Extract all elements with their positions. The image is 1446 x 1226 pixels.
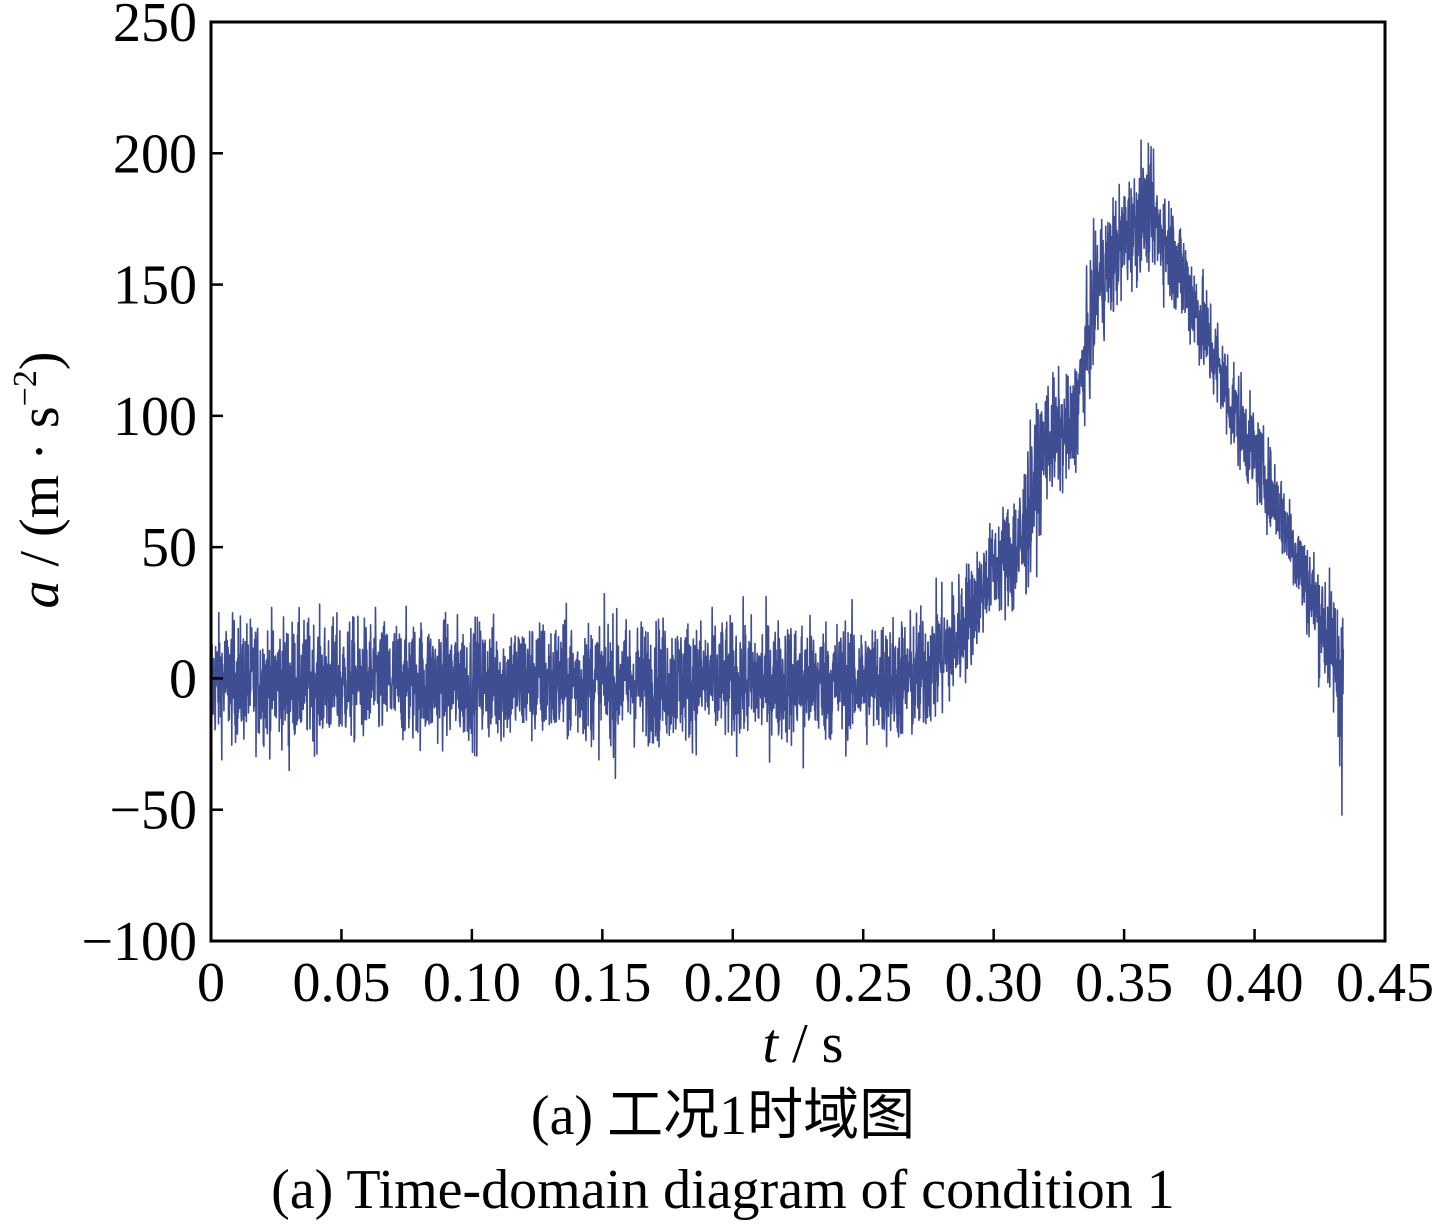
y-tick-label: 150 bbox=[113, 255, 197, 317]
y-tick-label: −100 bbox=[81, 911, 197, 973]
x-axis-label: t / s bbox=[763, 1013, 844, 1075]
y-tick-label: 0 bbox=[169, 648, 197, 710]
caption-english: (a) Time-domain diagram of condition 1 bbox=[271, 1159, 1175, 1221]
y-tick-label: 250 bbox=[113, 0, 197, 54]
x-tick-label: 0.45 bbox=[1336, 952, 1434, 1014]
caption-chinese: (a) 工况1时域图 bbox=[530, 1085, 916, 1147]
y-axis-label: a / (m · s−2) bbox=[7, 351, 71, 608]
ticks-layer: 0 0.05 0.10 0.15 0.20 0.25 0.30 0.35 0.40 0.45 −10… bbox=[81, 0, 1434, 1014]
x-tick-label: 0.20 bbox=[684, 952, 782, 1014]
x-tick-label: 0.05 bbox=[292, 952, 390, 1014]
y-tick-label: 100 bbox=[113, 386, 197, 448]
x-tick-label: 0.10 bbox=[423, 952, 521, 1014]
x-tick-label: 0.40 bbox=[1206, 952, 1304, 1014]
series-line bbox=[210, 139, 1345, 816]
labels-layer: t / s a / (m · s−2) bbox=[7, 351, 843, 1075]
y-tick-label: −50 bbox=[109, 780, 197, 842]
y-tick-label: 200 bbox=[113, 123, 197, 185]
x-tick-label: 0.25 bbox=[814, 952, 912, 1014]
x-tick-label: 0.15 bbox=[553, 952, 651, 1014]
x-tick-label: 0 bbox=[197, 952, 225, 1014]
x-tick-label: 0.30 bbox=[945, 952, 1043, 1014]
x-tick-label: 0.35 bbox=[1075, 952, 1173, 1014]
y-tick-label: 50 bbox=[141, 517, 197, 579]
series-layer bbox=[210, 139, 1345, 816]
axes-layer bbox=[209, 20, 1387, 943]
plot-frame bbox=[209, 20, 1387, 943]
